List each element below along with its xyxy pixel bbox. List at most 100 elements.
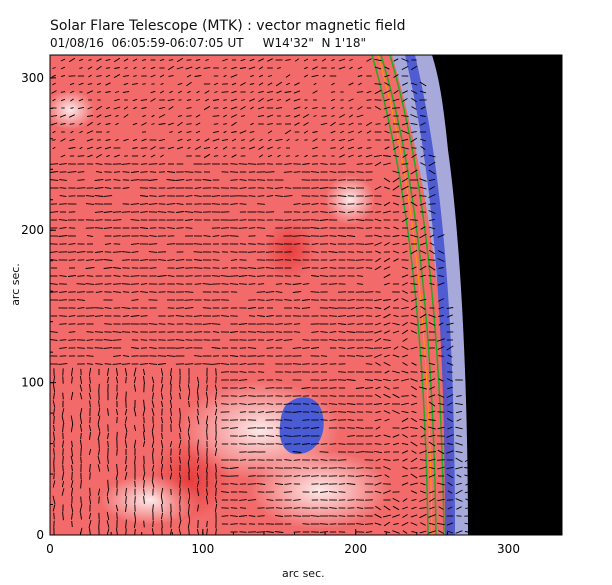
field-vector [356, 315, 364, 317]
field-vector [53, 456, 55, 464]
field-vector [375, 211, 381, 213]
field-vector [206, 488, 208, 496]
field-vector [428, 530, 436, 534]
field-vector [258, 90, 264, 94]
field-vector [320, 203, 328, 205]
field-vector [160, 384, 164, 392]
field-vector [212, 259, 220, 261]
y-tick-label: 300 [21, 71, 44, 85]
field-vector [205, 415, 209, 425]
field-vector [249, 83, 255, 85]
field-vector [392, 185, 400, 191]
field-vector [134, 496, 136, 504]
field-vector [410, 298, 418, 302]
field-vector [319, 219, 329, 221]
field-vector [302, 523, 310, 525]
field-vector [214, 416, 218, 424]
field-vector [402, 202, 408, 206]
field-vector [69, 123, 75, 125]
field-vector [133, 376, 137, 384]
field-vector [213, 130, 219, 134]
field-vector [419, 313, 427, 319]
field-vector [248, 243, 256, 245]
field-vector [293, 499, 301, 501]
field-vector [311, 475, 319, 477]
field-vector [211, 363, 221, 365]
field-vector [257, 115, 265, 117]
field-vector [356, 507, 364, 509]
field-vector [365, 154, 373, 158]
field-vector [186, 138, 192, 142]
field-vector [429, 282, 435, 286]
field-vector [85, 203, 95, 205]
field-vector [274, 259, 284, 261]
field-vector [140, 171, 148, 173]
field-vector [157, 355, 167, 357]
field-vector [59, 275, 67, 277]
field-vector [464, 531, 472, 533]
field-vector [266, 114, 274, 118]
field-vector [374, 307, 382, 309]
limb-negative-band [405, 55, 455, 535]
field-vector [148, 243, 158, 245]
field-vector [402, 250, 408, 254]
field-vector [247, 403, 257, 405]
field-vector [106, 511, 110, 521]
field-vector [329, 203, 337, 205]
field-vector [337, 235, 347, 237]
field-vector [346, 331, 356, 333]
field-vector [337, 411, 347, 413]
field-vector [266, 347, 274, 349]
field-vector [275, 507, 283, 509]
field-vector [384, 98, 390, 102]
field-vector [61, 408, 65, 416]
field-vector [59, 203, 67, 205]
field-vector [411, 530, 417, 534]
field-vector [80, 479, 82, 489]
field-vector [152, 471, 154, 481]
field-vector [116, 392, 118, 400]
x-tick-label: 0 [46, 542, 54, 556]
field-vector [197, 408, 199, 416]
field-vector [94, 211, 104, 213]
field-vector [293, 243, 301, 245]
field-vector [393, 226, 399, 230]
field-vector [410, 283, 418, 285]
field-vector [59, 323, 67, 325]
field-vector [366, 130, 372, 134]
field-vector [89, 383, 91, 393]
field-vector [112, 331, 122, 333]
field-vector [419, 355, 427, 357]
field-vector [365, 475, 373, 477]
field-vector [428, 226, 436, 230]
field-vector [293, 475, 301, 477]
field-vector [311, 203, 319, 205]
field-vector [374, 83, 382, 85]
field-vector [59, 291, 67, 293]
field-vector [401, 450, 409, 454]
field-vector [214, 480, 218, 488]
field-vector [303, 130, 309, 134]
field-vector [437, 258, 445, 262]
field-vector [106, 368, 110, 376]
field-vector [347, 146, 355, 150]
field-vector [384, 330, 390, 334]
field-vector [113, 171, 121, 173]
field-vector [266, 499, 274, 501]
field-vector [51, 90, 57, 94]
field-vector [411, 394, 417, 398]
field-vector [106, 488, 110, 496]
field-vector [167, 227, 175, 229]
field-vector [223, 74, 227, 78]
field-vector [437, 426, 445, 430]
field-vector [419, 450, 427, 454]
field-vector [215, 487, 217, 497]
field-vector [187, 519, 191, 529]
field-vector [428, 161, 436, 167]
field-vector [303, 58, 309, 62]
field-vector [124, 408, 128, 416]
field-vector [392, 409, 400, 415]
field-vector [221, 227, 229, 229]
field-vector [168, 59, 174, 61]
